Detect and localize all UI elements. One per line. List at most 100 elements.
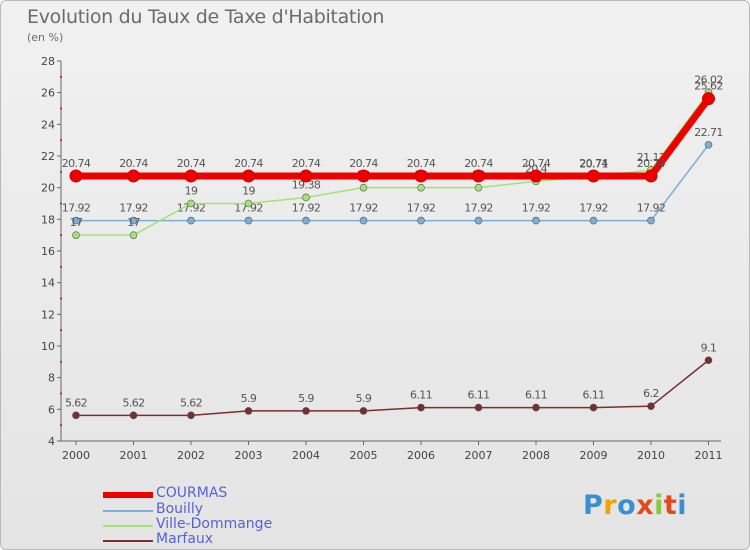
- y-minor-tick: [60, 424, 62, 427]
- data-point-courmas: [702, 92, 715, 106]
- y-minor-tick: [60, 75, 62, 78]
- data-label-marfaux: 5.62: [180, 396, 202, 409]
- y-minor-tick: [60, 139, 62, 142]
- data-point-marfaux: [129, 411, 138, 420]
- chart-title: Evolution du Taux de Taxe d'Habitation: [27, 6, 385, 28]
- legend-item-ville-dommange: Ville-Dommange: [103, 516, 353, 534]
- data-point-courmas: [414, 169, 428, 183]
- data-label-bouilly: 17.92: [119, 202, 148, 215]
- series-line-courmas: [76, 96, 712, 180]
- data-label-marfaux: 5.9: [356, 392, 372, 405]
- y-tick-label: 14: [41, 277, 55, 290]
- data-label-marfaux: 5.62: [122, 396, 144, 409]
- data-point-ville-dommange: [129, 231, 138, 239]
- chart-subtitle: (en %): [27, 31, 64, 44]
- data-label-bouilly: 17.92: [407, 202, 436, 215]
- data-point-marfaux: [704, 356, 713, 365]
- data-label-ville-dommange: 17: [70, 216, 83, 229]
- legend-swatch-bouilly: [103, 510, 153, 512]
- y-minor-tick: [60, 265, 62, 268]
- y-minor-tick: [60, 392, 62, 395]
- data-point-marfaux: [302, 407, 310, 415]
- y-tick-label: 18: [41, 213, 55, 226]
- data-point-courmas: [299, 169, 313, 183]
- data-label-bouilly: 22.71: [694, 126, 723, 139]
- data-label-courmas: 20.74: [637, 157, 666, 170]
- data-label-ville-dommange: 17: [127, 216, 140, 229]
- y-minor-tick: [60, 170, 62, 173]
- data-point-bouilly: [244, 216, 253, 225]
- data-point-bouilly: [359, 216, 368, 225]
- data-point-bouilly: [417, 216, 425, 225]
- data-label-bouilly: 17.92: [579, 202, 608, 215]
- data-point-marfaux: [359, 407, 368, 415]
- data-point-courmas: [357, 169, 370, 183]
- data-point-marfaux: [532, 403, 540, 412]
- data-point-bouilly: [187, 216, 195, 225]
- y-tick-label: 10: [41, 340, 55, 353]
- x-tick-label: 2000: [62, 449, 90, 462]
- data-label-courmas: 20.74: [522, 157, 551, 170]
- data-label-ville-dommange: 19: [185, 185, 198, 198]
- data-point-marfaux: [417, 403, 425, 412]
- data-label-courmas: 20.74: [234, 157, 263, 170]
- data-label-marfaux: 6.11: [525, 389, 547, 402]
- y-minor-tick: [60, 329, 62, 332]
- x-tick-label: 2008: [522, 449, 550, 462]
- y-tick-label: 16: [41, 245, 55, 258]
- data-label-bouilly: 17.92: [522, 202, 551, 215]
- x-tick-label: 2010: [637, 449, 665, 462]
- legend-label-courmas: COURMAS: [156, 485, 228, 501]
- data-point-bouilly: [72, 216, 80, 225]
- data-label-courmas: 20.74: [62, 157, 91, 170]
- data-label-marfaux: 6.2: [643, 387, 659, 400]
- data-label-marfaux: 9.1: [701, 341, 717, 354]
- x-tick-label: 2009: [580, 449, 608, 462]
- data-label-bouilly: 17.92: [464, 202, 493, 215]
- legend-label-bouilly: Bouilly: [156, 501, 203, 517]
- legend-item-bouilly: Bouilly: [103, 501, 353, 519]
- y-tick-label: 20: [41, 182, 55, 195]
- data-point-ville-dommange: [359, 183, 368, 192]
- y-tick-label: 28: [41, 55, 55, 68]
- data-label-courmas: 20.74: [407, 157, 436, 170]
- data-label-courmas: 20.74: [464, 157, 493, 170]
- data-point-ville-dommange: [474, 183, 483, 192]
- y-minor-tick: [60, 234, 62, 237]
- data-label-courmas: 20.74: [177, 157, 206, 170]
- data-point-bouilly: [129, 216, 138, 225]
- data-point-bouilly: [474, 216, 483, 225]
- y-minor-tick: [60, 202, 62, 205]
- data-point-marfaux: [589, 403, 598, 412]
- data-point-courmas: [587, 169, 600, 183]
- data-label-ville-dommange: 19.38: [292, 178, 321, 191]
- x-tick-label: 2003: [235, 449, 263, 462]
- data-point-bouilly: [302, 216, 310, 225]
- y-minor-tick: [60, 107, 62, 110]
- x-tick-label: 2005: [350, 449, 378, 462]
- data-label-bouilly: 17.92: [292, 202, 321, 215]
- y-tick-label: 22: [41, 150, 55, 163]
- proxiti-logo: Proxiti: [583, 490, 687, 521]
- logo-letter: i: [677, 490, 688, 521]
- x-tick-label: 2006: [407, 449, 435, 462]
- data-label-marfaux: 6.11: [582, 389, 604, 402]
- data-point-ville-dommange: [302, 193, 310, 202]
- data-point-courmas: [127, 169, 140, 183]
- legend-item-courmas: COURMAS: [103, 485, 353, 503]
- data-label-marfaux: 5.9: [241, 392, 257, 405]
- data-point-marfaux: [244, 407, 253, 415]
- logo-letter: t: [663, 490, 678, 521]
- y-tick-label: 8: [48, 372, 55, 385]
- data-point-marfaux: [647, 402, 655, 410]
- data-label-marfaux: 5.62: [65, 396, 87, 409]
- data-label-courmas: 20.74: [349, 157, 378, 170]
- data-label-marfaux: 5.9: [298, 392, 314, 405]
- legend-swatch-ville-dommange: [103, 525, 153, 527]
- logo-letter: i: [654, 490, 664, 521]
- data-label-courmas: 25.62: [694, 80, 723, 93]
- logo-letter: r: [603, 490, 618, 521]
- y-tick-label: 24: [41, 118, 55, 131]
- data-point-marfaux: [474, 403, 483, 412]
- data-point-marfaux: [72, 411, 80, 420]
